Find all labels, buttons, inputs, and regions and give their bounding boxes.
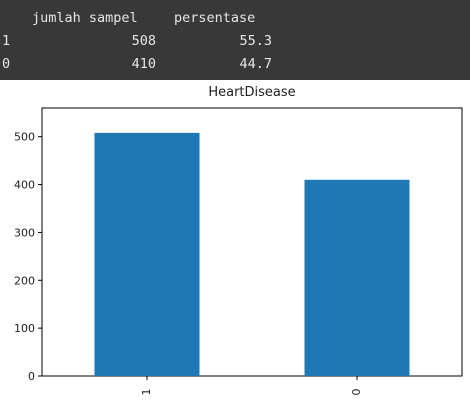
- plot-frame: [41, 107, 463, 377]
- output-table: jumlah sampel persentase 1 508 55.3 0 41…: [0, 0, 470, 80]
- row-index: 1: [2, 33, 11, 49]
- chart-title: HeartDisease: [208, 85, 295, 100]
- cell-jumlah-sampel: 410: [131, 56, 156, 72]
- y-tick-label: 300: [14, 226, 35, 239]
- chart-area: HeartDisease 0 100 200 300 400 500 1 0: [0, 80, 470, 402]
- column-header-jumlah-sampel: jumlah sampel: [32, 10, 138, 26]
- row-index: 0: [2, 56, 11, 72]
- bar-1: [94, 132, 200, 376]
- y-tick-label: 0: [28, 370, 35, 383]
- column-header-persentase: persentase: [174, 10, 256, 26]
- y-tick-label: 400: [14, 179, 35, 192]
- y-tick-label: 100: [14, 322, 35, 335]
- y-tick-label: 500: [14, 131, 35, 144]
- bar-0: [304, 179, 410, 376]
- bar-chart: HeartDisease 0 100 200 300 400 500 1 0: [14, 85, 463, 396]
- x-tick-label: 1: [140, 389, 153, 396]
- cell-persentase: 44.7: [239, 56, 272, 72]
- x-tick-label: 0: [350, 389, 363, 396]
- cell-jumlah-sampel: 508: [131, 33, 156, 49]
- cell-persentase: 55.3: [239, 33, 272, 49]
- y-tick-label: 200: [14, 274, 35, 287]
